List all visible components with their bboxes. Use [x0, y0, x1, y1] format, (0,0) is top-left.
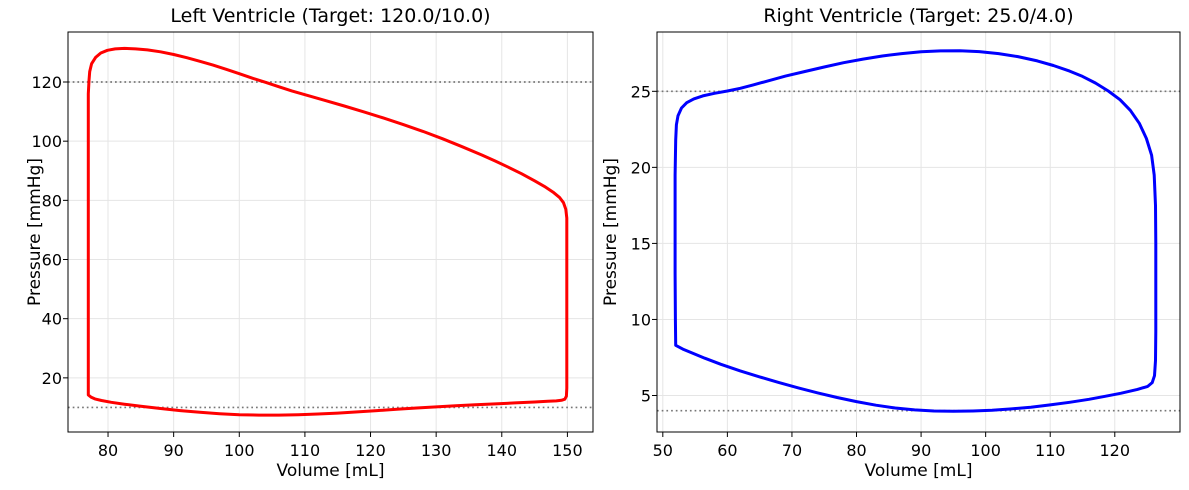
x-tick-label: 80 — [846, 441, 866, 460]
y-tick-label: 10 — [631, 310, 651, 329]
y-tick-label: 25 — [631, 82, 651, 101]
y-tick-label: 80 — [42, 191, 62, 210]
left-ventricle-chart-title: Left Ventricle (Target: 120.0/10.0) — [170, 5, 491, 27]
x-axis-label: Volume [mL] — [865, 461, 973, 481]
y-tick-label: 15 — [631, 234, 651, 253]
y-tick-label: 120 — [31, 73, 62, 92]
chart-left-ventricle: 80 90 100 110 120 130 140 15020406080100120Volu… — [25, 31, 594, 481]
x-tick-label: 150 — [552, 441, 583, 460]
x-tick-label: 80 — [98, 441, 118, 460]
x-tick-label: 120 — [355, 441, 386, 460]
x-tick-label: 110 — [1035, 441, 1066, 460]
x-tick-label: 120 — [1100, 441, 1131, 460]
y-axis-label: Pressure [mmHg] — [25, 158, 45, 306]
plot-border — [67, 31, 594, 433]
x-tick-label: 100 — [224, 441, 255, 460]
x-axis-label: Volume [mL] — [277, 461, 385, 481]
x-tick-label: 50 — [653, 441, 673, 460]
x-tick-label: 110 — [290, 441, 321, 460]
x-tick-label: 90 — [163, 441, 183, 460]
y-tick-label: 60 — [42, 251, 62, 270]
x-tick-label: 70 — [782, 441, 802, 460]
y-tick-label: 100 — [31, 132, 62, 151]
lv-pv-loop — [86, 46, 569, 417]
right-ventricle-chart-title: Right Ventricle (Target: 25.0/4.0) — [763, 5, 1074, 27]
rv-pv-loop — [673, 49, 1158, 413]
plot-border — [656, 31, 1181, 433]
x-tick-label: 60 — [717, 441, 737, 460]
y-tick-label: 5 — [641, 386, 651, 405]
x-tick-label: 90 — [911, 441, 931, 460]
y-axis-label: Pressure [mmHg] — [601, 158, 621, 306]
y-tick-label: 20 — [42, 369, 62, 388]
y-tick-label: 40 — [42, 310, 62, 329]
chart-right-ventricle: 50 60 70 80 90 100 110 120 5 10 15 20 25 Volume [mL] P… — [601, 31, 1181, 481]
x-tick-label: 100 — [970, 441, 1001, 460]
x-tick-label: 140 — [487, 441, 518, 460]
y-tick-label: 20 — [631, 158, 651, 177]
x-tick-label: 130 — [421, 441, 452, 460]
